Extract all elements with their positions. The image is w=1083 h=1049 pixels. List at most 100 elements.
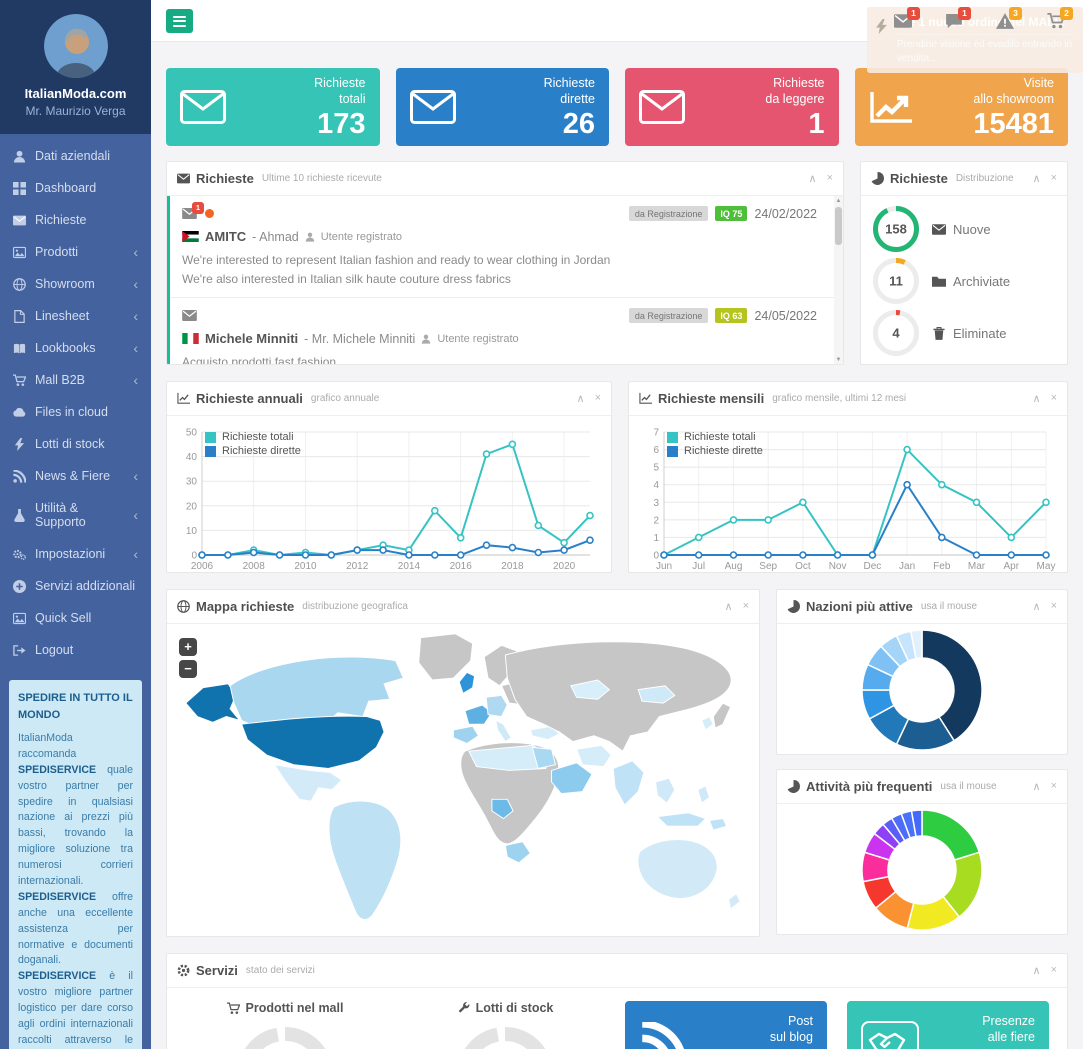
world-map[interactable] bbox=[168, 628, 759, 936]
donut-chart bbox=[861, 808, 983, 931]
scroll-down-icon[interactable]: ▼ bbox=[835, 357, 842, 363]
sidebar-item-label: Linesheet bbox=[35, 309, 90, 323]
richiesta-badges: da Registrazione IQ 75 24/02/2022 bbox=[628, 206, 817, 221]
progress-ring: 158 bbox=[873, 206, 919, 252]
collapse-icon[interactable]: ∧ bbox=[1032, 173, 1041, 185]
close-icon[interactable]: × bbox=[594, 392, 601, 404]
sidebar-item-showroom[interactable]: Showroom ‹ bbox=[0, 268, 151, 300]
cart-icon[interactable]: 2 bbox=[1047, 7, 1073, 29]
scroll-up-icon[interactable]: ▲ bbox=[835, 198, 842, 204]
stat-card-richieste-dirette[interactable]: Richieste dirette 26 bbox=[395, 68, 609, 146]
stat-card-text: Richieste totali 173 bbox=[314, 75, 365, 139]
richiesta-date: 24/05/2022 bbox=[754, 308, 817, 323]
richiesta-top-row: da Registrazione IQ 63 24/05/2022 bbox=[182, 308, 817, 324]
richiesta-list-item[interactable]: da Registrazione IQ 63 24/05/2022 Michele M… bbox=[170, 298, 843, 364]
sidebar-item-news-fiere[interactable]: News & Fiere ‹ bbox=[0, 460, 151, 492]
stat-card-text: Richieste da leggere 1 bbox=[765, 75, 824, 139]
svg-text:2018: 2018 bbox=[501, 561, 524, 572]
rss-icon bbox=[13, 469, 26, 483]
sidebar-item-files-in-cloud[interactable]: Files in cloud bbox=[0, 396, 151, 428]
svg-text:2006: 2006 bbox=[191, 561, 214, 572]
sidebar-item-quick-sell[interactable]: Quick Sell bbox=[0, 602, 151, 634]
distribuzione-row-nuove[interactable]: 158 Nuove bbox=[873, 206, 1055, 252]
close-icon[interactable]: × bbox=[826, 172, 833, 184]
close-icon[interactable]: × bbox=[1050, 172, 1057, 184]
notification-badge: 1 bbox=[907, 7, 920, 20]
svg-text:2014: 2014 bbox=[398, 561, 421, 572]
richiesta-date: 24/02/2022 bbox=[754, 206, 817, 221]
distribuzione-label: Eliminate bbox=[932, 326, 1006, 341]
envelope-icon[interactable]: 1 bbox=[894, 7, 920, 29]
progress-ring: 4 bbox=[873, 310, 919, 356]
sidebar-item-richieste[interactable]: Richieste bbox=[0, 204, 151, 236]
stat-card-text: Richieste dirette 26 bbox=[544, 75, 595, 139]
collapse-icon[interactable]: ∧ bbox=[724, 601, 733, 613]
collapse-icon[interactable]: ∧ bbox=[1032, 393, 1041, 405]
svg-text:Jun: Jun bbox=[656, 561, 672, 572]
sidebar-item-dashboard[interactable]: Dashboard bbox=[0, 172, 151, 204]
collapse-icon[interactable]: ∧ bbox=[1032, 601, 1041, 613]
sidebar-item-logout[interactable]: Logout bbox=[0, 634, 151, 666]
sidebar-toggle-button[interactable] bbox=[166, 9, 193, 33]
warning-icon[interactable]: 3 bbox=[996, 7, 1022, 29]
pie-chart-icon bbox=[871, 172, 884, 185]
panel-title: Attività più frequenti bbox=[806, 779, 933, 794]
collapse-icon[interactable]: ∧ bbox=[576, 393, 585, 405]
ring: 11 bbox=[873, 258, 919, 304]
sidebar-item-label: Logout bbox=[35, 643, 74, 657]
stat-card-value: 173 bbox=[317, 107, 366, 140]
grid-icon bbox=[13, 181, 26, 195]
distribuzione-label: Archiviate bbox=[932, 274, 1010, 289]
sidebar-item-utilit-supporto[interactable]: Utilità & Supporto ‹ bbox=[0, 492, 151, 538]
map-zoom-in-button[interactable]: + bbox=[179, 638, 197, 656]
chart-legend: Richieste totali Richieste dirette bbox=[205, 431, 301, 459]
close-icon[interactable]: × bbox=[1050, 600, 1057, 612]
sidebar-item-prodotti[interactable]: Prodotti ‹ bbox=[0, 236, 151, 268]
scrollbar[interactable]: ▲ ▼ bbox=[834, 196, 843, 364]
collapse-icon[interactable]: ∧ bbox=[1032, 781, 1041, 793]
plus-circle-icon bbox=[13, 579, 26, 593]
contact-name: - Ahmad bbox=[252, 229, 299, 244]
sidebar-item-dati-aziendali[interactable]: Dati aziendali bbox=[0, 140, 151, 172]
collapse-icon[interactable]: ∧ bbox=[1032, 965, 1041, 977]
distribuzione-row-archiviate[interactable]: 11 Archiviate bbox=[873, 258, 1055, 304]
sidebar-item-linesheet[interactable]: Linesheet ‹ bbox=[0, 300, 151, 332]
close-icon[interactable]: × bbox=[1050, 392, 1057, 404]
scrollbar-thumb[interactable] bbox=[835, 207, 842, 245]
sidebar-item-servizi-addizionali[interactable]: Servizi addizionali bbox=[0, 570, 151, 602]
gauge-label-text: Lotti di stock bbox=[475, 1001, 554, 1015]
stat-card-label: Richieste totali bbox=[314, 76, 366, 107]
nazioni-donut[interactable] bbox=[777, 624, 1067, 754]
collapse-icon[interactable]: ∧ bbox=[808, 173, 817, 185]
richieste-panel: Richieste Ultime 10 richieste ricevute ∧… bbox=[166, 161, 844, 365]
gear-icon bbox=[177, 964, 190, 977]
close-icon[interactable]: × bbox=[1050, 964, 1057, 976]
close-icon[interactable]: × bbox=[742, 600, 749, 612]
richiesta-name-row: AMITC - Ahmad Utente registrato bbox=[182, 229, 817, 244]
stat-card-visite-allo-showroom[interactable]: Visite allo showroom 15481 bbox=[854, 68, 1068, 146]
gauge-label: Prodotti nel mall bbox=[226, 1001, 343, 1015]
panel-title: Richieste bbox=[196, 171, 254, 186]
donut-chart bbox=[861, 628, 983, 751]
chat-icon[interactable]: 1 bbox=[945, 7, 971, 29]
sidebar-item-impostazioni[interactable]: Impostazioni ‹ bbox=[0, 538, 151, 570]
trash-icon bbox=[932, 326, 946, 340]
sidebar-item-label: Servizi addizionali bbox=[35, 579, 136, 593]
sidebar-item-lookbooks[interactable]: Lookbooks ‹ bbox=[0, 332, 151, 364]
stat-card-richieste-da-leggere[interactable]: Richieste da leggere 1 bbox=[625, 68, 839, 146]
map-zoom-out-button[interactable]: − bbox=[179, 660, 197, 678]
line-chart-icon bbox=[639, 392, 652, 405]
sidebar-item-label: Showroom bbox=[35, 277, 95, 291]
stat-card-richieste-totali[interactable]: Richieste totali 173 bbox=[166, 68, 380, 146]
attivita-donut[interactable] bbox=[777, 804, 1067, 934]
richiesta-list-item[interactable]: 1 da Registrazione IQ 75 24/02/2022 AMITC - A… bbox=[170, 196, 843, 299]
close-icon[interactable]: × bbox=[1050, 780, 1057, 792]
richiesta-message: We're interested to represent Italian fa… bbox=[182, 253, 611, 286]
sidebar-item-lotti-di-stock[interactable]: Lotti di stock bbox=[0, 428, 151, 460]
distribuzione-row-eliminate[interactable]: 4 Eliminate bbox=[873, 310, 1055, 356]
sidebar-item-mall-b2b[interactable]: Mall B2B ‹ bbox=[0, 364, 151, 396]
ring: 158 bbox=[873, 206, 919, 252]
